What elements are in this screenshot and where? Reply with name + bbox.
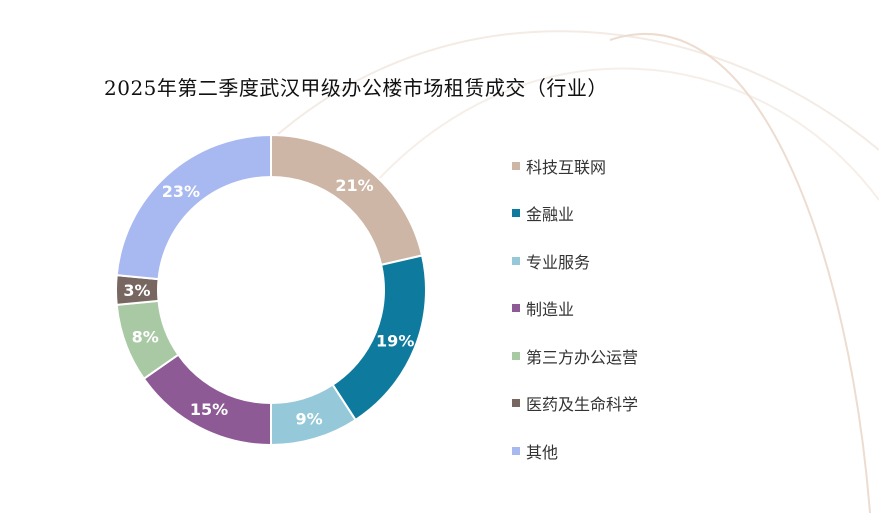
chart-legend: 科技互联网金融业专业服务制造业第三方办公运营 医药及生命科学 其他 bbox=[512, 142, 638, 475]
legend-item-6: 医药及生命科学 bbox=[512, 380, 638, 428]
legend-swatch bbox=[512, 209, 520, 218]
slice-label-6: 3% bbox=[123, 281, 150, 300]
donut-slice-1 bbox=[270, 133, 424, 267]
legend-item-2: 金融业 bbox=[512, 190, 638, 238]
legend-label: 医药及生命科学 bbox=[526, 395, 639, 415]
slice-label-1: 21% bbox=[335, 176, 373, 195]
slice-label-4: 15% bbox=[190, 400, 228, 419]
legend-label: 专业服务 bbox=[526, 252, 591, 272]
slice-label-3: 9% bbox=[296, 409, 323, 428]
legend-item-5: 第三方办公运营 bbox=[512, 332, 638, 380]
legend-item-7: 其他 bbox=[512, 427, 638, 475]
legend-swatch bbox=[512, 256, 520, 265]
legend-label: 金融业 bbox=[526, 205, 575, 225]
legend-swatch bbox=[512, 304, 520, 313]
slice-label-2: 19% bbox=[376, 331, 414, 350]
legend-label: 制造业 bbox=[526, 300, 575, 320]
legend-swatch bbox=[512, 399, 520, 408]
legend-label: 第三方办公运营 bbox=[526, 347, 639, 367]
slice-label-5: 8% bbox=[132, 327, 159, 346]
legend-label: 科技互联网 bbox=[526, 157, 607, 177]
chart-title: 2025年第二季度武汉甲级办公楼市场租赁成交（行业） bbox=[104, 76, 608, 100]
legend-item-4: 制造业 bbox=[512, 285, 638, 333]
legend-swatch bbox=[512, 351, 520, 360]
legend-item-3: 专业服务 bbox=[512, 237, 638, 285]
legend-swatch bbox=[512, 446, 520, 455]
legend-label: 其他 bbox=[526, 442, 559, 462]
legend-swatch bbox=[512, 161, 520, 170]
slice-label-7: 23% bbox=[162, 182, 200, 201]
legend-item-1: 科技互联网 bbox=[512, 142, 638, 190]
donut-slice-7 bbox=[115, 133, 272, 281]
